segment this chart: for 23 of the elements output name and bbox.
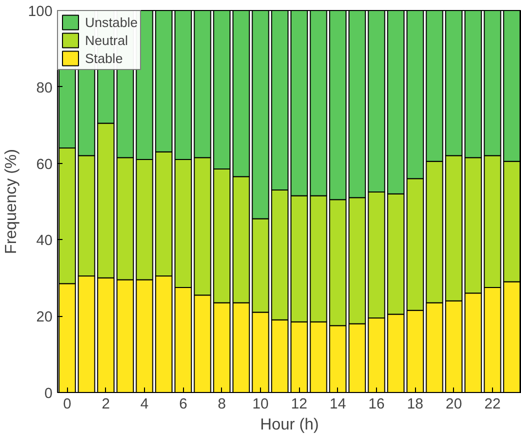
legend-label: Neutral	[85, 32, 128, 49]
x-tick-label: 2	[102, 396, 110, 412]
y-tick-label: 20	[36, 310, 53, 326]
x-axis-title: Hour (h)	[260, 416, 319, 434]
x-tick-label: 6	[179, 396, 188, 412]
x-tick-label: 16	[368, 396, 385, 412]
y-tick-label: 60	[36, 156, 53, 173]
legend-label: Unstable	[85, 14, 138, 31]
y-tick-label: 100	[28, 4, 53, 20]
y-tick-label: 80	[36, 80, 53, 96]
y-tick-label: 40	[36, 233, 53, 250]
x-tick-label: 22	[484, 396, 501, 412]
x-tick-label: 10	[252, 396, 269, 412]
x-tick-label: 8	[218, 396, 226, 412]
x-tick-label: 0	[63, 396, 72, 412]
x-tick-label: 12	[291, 396, 308, 412]
x-tick-label: 14	[330, 396, 346, 412]
x-tick-label: 4	[140, 396, 149, 412]
x-tick-label: 20	[446, 396, 462, 412]
legend-label: Stable	[85, 50, 123, 67]
y-axis-title: Frequency (%)	[3, 149, 20, 254]
y-tick-label: 0	[44, 386, 53, 402]
x-tick-label: 18	[407, 396, 424, 412]
